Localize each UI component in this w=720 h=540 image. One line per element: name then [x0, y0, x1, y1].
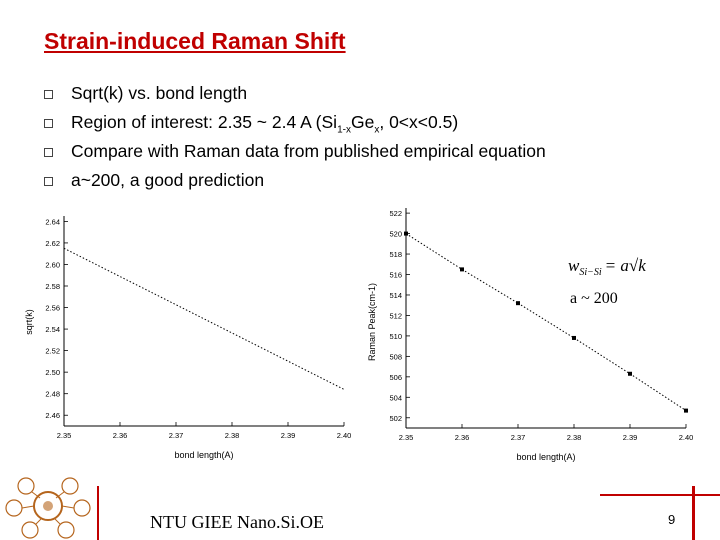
x-tick-label: 2.35 — [57, 431, 72, 440]
x-tick-label: 2.37 — [511, 433, 526, 442]
footer-text: NTU GIEE Nano.Si.OE — [150, 512, 324, 532]
y-tick-label: 2.60 — [45, 260, 60, 269]
series-line-segment — [461, 268, 519, 304]
x-tick-label: 2.39 — [281, 431, 296, 440]
data-point — [684, 408, 688, 413]
y-tick-label: 506 — [389, 373, 402, 382]
y-tick-label: 504 — [389, 393, 402, 402]
bullet-text: Region of interest: 2.35 ~ 2.4 A (Si1-xG… — [71, 112, 459, 136]
bullet-text: Compare with Raman data from published e… — [71, 141, 546, 161]
chart-series — [63, 247, 345, 390]
coefficient-annotation: a ~ 200 — [570, 290, 618, 307]
square-bullet-icon — [44, 90, 53, 99]
data-point — [404, 231, 408, 236]
y-tick-label: 2.56 — [45, 304, 60, 313]
x-tick-label: 2.38 — [225, 431, 240, 440]
footer-accent-line — [600, 494, 720, 496]
x-tick-label: 2.39 — [623, 433, 638, 442]
x-tick-label: 2.38 — [567, 433, 582, 442]
y-tick-label: 502 — [389, 414, 402, 423]
y-axis-label: Raman Peak(cm-1) — [367, 283, 377, 361]
y-tick-label: 518 — [389, 250, 402, 259]
series-line-segment — [517, 302, 575, 339]
chart-series — [404, 231, 688, 413]
y-tick-label: 508 — [389, 352, 402, 361]
square-bullet-icon — [44, 177, 53, 186]
series-line-segment — [405, 233, 463, 270]
y-tick-label: 2.54 — [45, 325, 60, 334]
square-bullet-icon — [44, 119, 53, 128]
y-tick-label: 2.58 — [45, 282, 60, 291]
institute-logo — [5, 477, 91, 539]
data-point — [516, 301, 520, 306]
y-tick-label: 2.46 — [45, 411, 60, 420]
data-point — [628, 371, 632, 376]
y-tick-label: 510 — [389, 332, 402, 341]
y-tick-label: 2.64 — [45, 217, 60, 226]
y-tick-label: 2.52 — [45, 347, 60, 356]
formula-annotation: wSi−Si = a√k — [568, 256, 646, 278]
chart-axes: 2.46 2.48 2.50 2.52 2.54 2.56 2.58 2.60 2.62 2.64… — [45, 216, 351, 440]
bullet-text: a~200, a good prediction — [71, 170, 265, 190]
x-axis-label: bond length(A) — [516, 452, 575, 462]
y-tick-label: 2.48 — [45, 390, 60, 399]
x-tick-label: 2.40 — [337, 431, 352, 440]
bullet-text: Sqrt(k) vs. bond length — [71, 83, 248, 103]
x-axis-label: bond length(A) — [174, 450, 233, 460]
chart-axes: 502 504 506 508 510 512 514 516 518 520 522 2.35 2.3… — [389, 208, 693, 442]
y-tick-label: 522 — [389, 209, 402, 218]
y-tick-label: 514 — [389, 291, 402, 300]
data-point — [572, 335, 576, 340]
series-line-segment — [629, 373, 687, 412]
y-tick-label: 512 — [389, 311, 402, 320]
x-tick-label: 2.36 — [113, 431, 128, 440]
x-tick-label: 2.36 — [455, 433, 470, 442]
x-tick-label: 2.40 — [679, 433, 694, 442]
y-axis-label: sqrt(k) — [24, 309, 34, 335]
footer-divider-left — [97, 486, 99, 540]
series-line-segment — [573, 337, 631, 375]
y-tick-label: 2.62 — [45, 239, 60, 248]
page-number: 9 — [668, 512, 676, 527]
x-tick-label: 2.37 — [169, 431, 184, 440]
footer-accent-bar — [692, 486, 695, 540]
y-tick-label: 520 — [389, 230, 402, 239]
sqrtk-chart: 2.46 2.48 2.50 2.52 2.54 2.56 2.58 2.60 2.62 2.64… — [24, 216, 351, 460]
y-tick-label: 516 — [389, 271, 402, 280]
square-bullet-icon — [44, 148, 53, 157]
raman-chart: 502 504 506 508 510 512 514 516 518 520 522 2.35 2.3… — [367, 208, 693, 462]
y-tick-label: 2.50 — [45, 368, 60, 377]
slide-title: Strain-induced Raman Shift — [44, 28, 346, 54]
x-tick-label: 2.35 — [399, 433, 414, 442]
data-point — [460, 267, 464, 272]
series-line-segment — [63, 247, 345, 390]
